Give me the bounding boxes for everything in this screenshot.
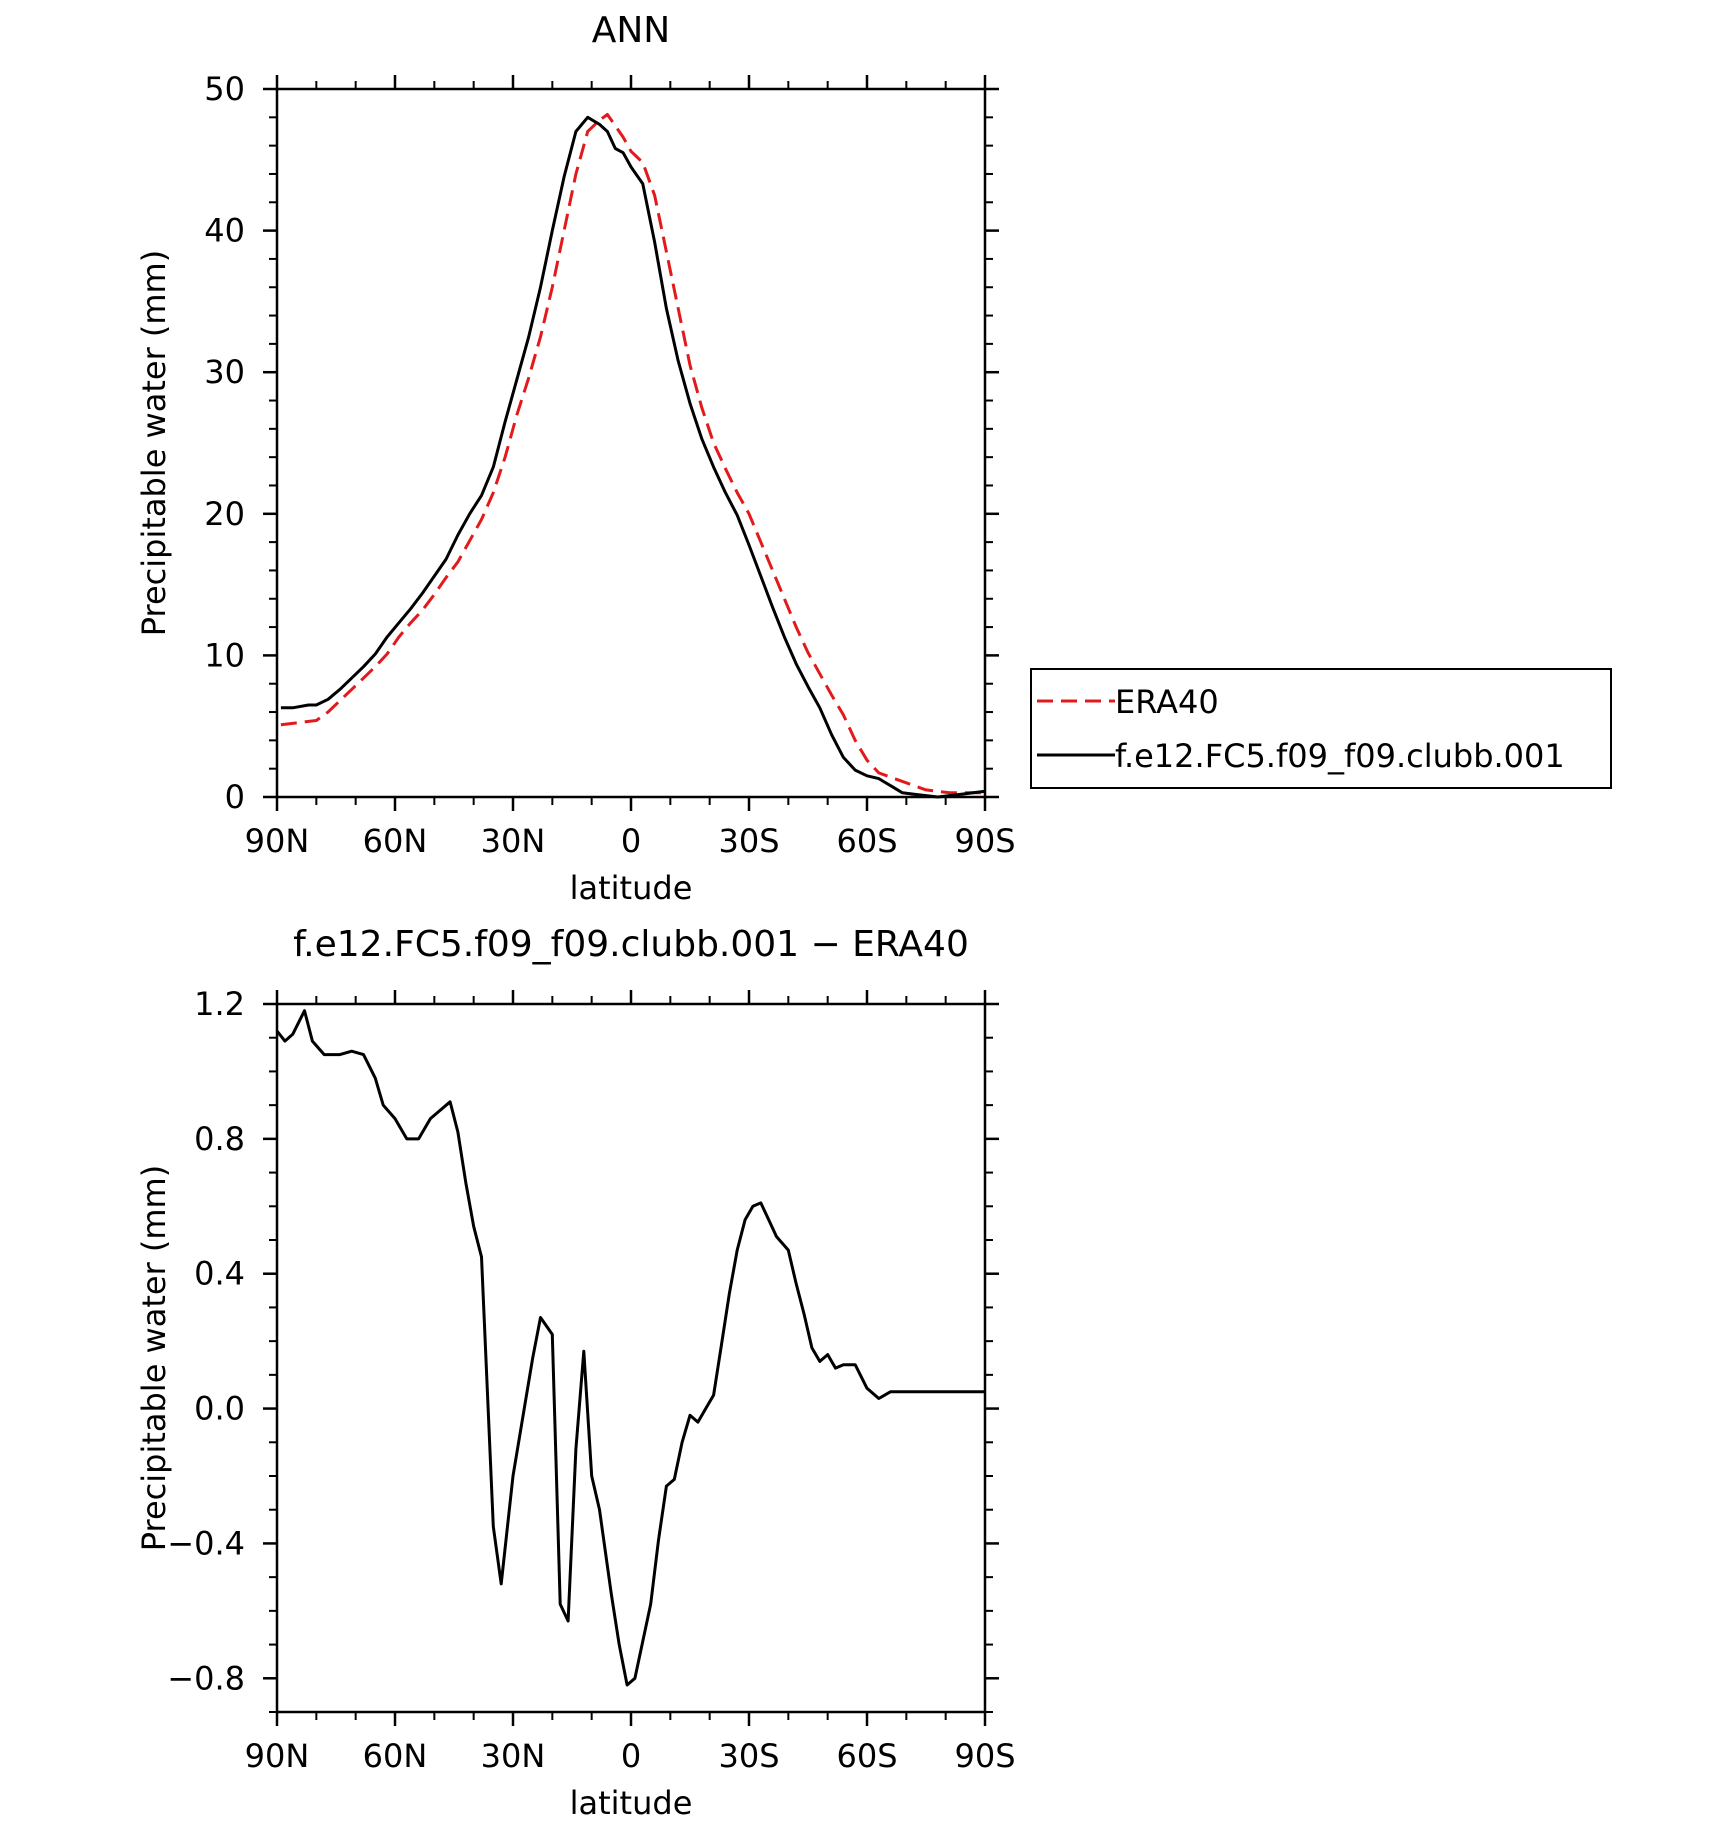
y-tick-label: 40 [204, 212, 245, 250]
y-tick-label: −0.8 [167, 1659, 245, 1697]
y-axis-label: Precipitable water (mm) [135, 250, 173, 636]
x-tick-label: 30N [481, 822, 546, 860]
x-axis-label: latitude [570, 1784, 693, 1822]
y-tick-label: 0.4 [194, 1255, 245, 1293]
plot-frame [275, 1002, 987, 1714]
y-tick-label: −0.4 [167, 1524, 245, 1562]
y-tick-label: 50 [204, 70, 245, 108]
panel-difference: f.e12.FC5.f09_f09.clubb.001 − ERA40 90N 60… [135, 924, 1016, 1822]
chart-title: ANN [592, 10, 671, 51]
x-tick-label: 90S [954, 822, 1015, 860]
y-tick-label: 0 [225, 778, 245, 816]
panel-annual-mean: ANN 90N 60N 30N 0 30S 60S 90S 0 10 20 30 40 50 latitud… [135, 10, 1612, 907]
y-axis-label: Precipitable water (mm) [135, 1165, 173, 1551]
y-tick-label: 1.2 [194, 985, 245, 1023]
x-tick-label: 0 [621, 1737, 641, 1775]
x-tick-label: 60S [836, 822, 897, 860]
y-tick-label: 0.0 [194, 1390, 245, 1428]
series-line-era40 [280, 113, 985, 795]
x-axis-label: latitude [570, 869, 693, 907]
x-tick-label: 90N [245, 1737, 310, 1775]
legend: ERA40 f.e12.FC5.f09_f09.clubb.001 [1030, 668, 1612, 789]
series-line-f-e12-fc5-f09-f09-clubb-001 [280, 115, 986, 799]
x-tick-label: 60N [363, 822, 428, 860]
plot-frame [275, 87, 987, 799]
y-tick-label: 30 [204, 353, 245, 391]
x-tick-label: 0 [621, 822, 641, 860]
x-tick-label: 90N [245, 822, 310, 860]
x-tick-label: 60S [836, 1737, 897, 1775]
legend-box [1030, 668, 1612, 789]
x-tick-label: 30S [718, 822, 779, 860]
chart-title: f.e12.FC5.f09_f09.clubb.001 − ERA40 [293, 924, 969, 965]
y-tick-label: 0.8 [194, 1120, 245, 1158]
legend-label: ERA40 [1115, 683, 1219, 721]
x-tick-label: 60N [363, 1737, 428, 1775]
y-tick-label: 10 [204, 636, 245, 674]
y-tick-label: 20 [204, 495, 245, 533]
x-tick-label: 30N [481, 1737, 546, 1775]
x-tick-label: 30S [718, 1737, 779, 1775]
x-tick-label: 90S [954, 1737, 1015, 1775]
series-line [275, 1009, 985, 1687]
legend-label: f.e12.FC5.f09_f09.clubb.001 [1115, 737, 1565, 775]
